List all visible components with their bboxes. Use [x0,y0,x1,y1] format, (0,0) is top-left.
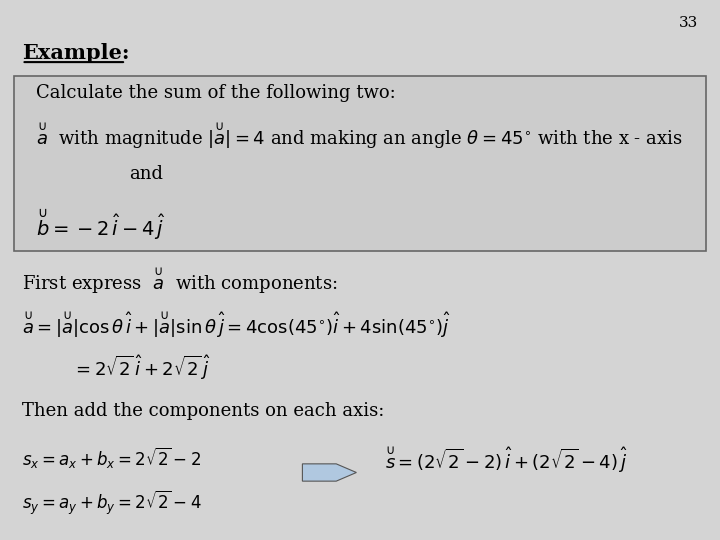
Text: $s_x = a_x + b_x = 2\sqrt{2} - 2$: $s_x = a_x + b_x = 2\sqrt{2} - 2$ [22,446,201,470]
Text: Example:: Example: [22,43,129,63]
Text: $s_y = a_y + b_y = 2\sqrt{2} - 4$: $s_y = a_y + b_y = 2\sqrt{2} - 4$ [22,489,202,517]
FancyArrow shape [302,464,356,481]
Text: and: and [130,165,163,183]
Text: $\overset{\cup}{b} = -2\,\hat{i} - 4\,\hat{j}$: $\overset{\cup}{b} = -2\,\hat{i} - 4\,\h… [36,208,165,243]
Text: $\overset{\cup}{a}$  with magnitude $|\overset{\cup}{a}| = 4$ and making an angl: $\overset{\cup}{a}$ with magnitude $|\ov… [36,122,683,151]
FancyBboxPatch shape [14,76,706,251]
Text: Then add the components on each axis:: Then add the components on each axis: [22,402,384,420]
Text: $\overset{\cup}{a} = |\overset{\cup}{a}|\cos\theta\,\hat{i} + |\overset{\cup}{a}: $\overset{\cup}{a} = |\overset{\cup}{a}|… [22,310,450,340]
Text: First express  $\overset{\cup}{a}$  with components:: First express $\overset{\cup}{a}$ with c… [22,267,337,296]
Text: $= 2\sqrt{2}\,\hat{i} + 2\sqrt{2}\,\hat{j}$: $= 2\sqrt{2}\,\hat{i} + 2\sqrt{2}\,\hat{… [72,354,211,382]
Text: 33: 33 [679,16,698,30]
Text: Calculate the sum of the following two:: Calculate the sum of the following two: [36,84,396,102]
Text: $\overset{\cup}{s} = (2\sqrt{2}-2)\,\hat{i} + (2\sqrt{2}-4)\,\hat{j}$: $\overset{\cup}{s} = (2\sqrt{2}-2)\,\hat… [385,446,629,475]
